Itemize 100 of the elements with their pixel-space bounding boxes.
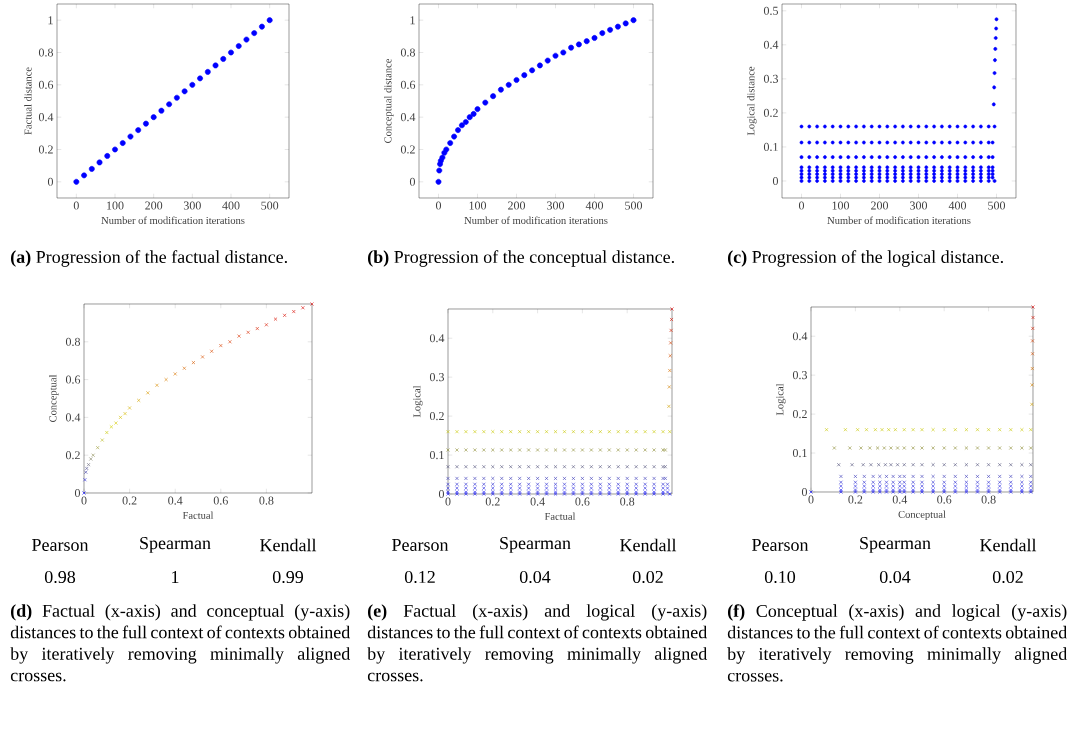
point	[513, 77, 520, 83]
point	[830, 140, 835, 145]
point	[979, 179, 983, 183]
point	[455, 448, 459, 452]
point	[473, 486, 477, 491]
point	[901, 165, 905, 170]
point	[992, 124, 997, 129]
y-tick-label: 0.5	[763, 6, 779, 15]
point	[940, 155, 944, 160]
point	[228, 49, 234, 56]
point	[815, 172, 819, 177]
point	[916, 155, 921, 160]
point	[490, 482, 495, 487]
point	[885, 168, 890, 173]
point	[616, 429, 621, 434]
point	[964, 484, 969, 489]
y-tick-label: 0	[772, 176, 779, 186]
x-tick-label: 0	[445, 497, 451, 506]
point	[830, 172, 835, 177]
point	[947, 179, 952, 183]
point	[862, 172, 866, 177]
point	[630, 17, 637, 24]
point	[544, 429, 549, 434]
point	[173, 94, 180, 101]
point	[932, 124, 936, 129]
point	[517, 464, 522, 469]
point	[529, 67, 536, 74]
x-tick-label: 500	[261, 201, 279, 210]
point	[145, 390, 150, 395]
x-tick-label: 0	[81, 496, 87, 505]
y-tick-label: 0.4	[763, 40, 779, 49]
y-tick-label: 0.2	[792, 410, 807, 419]
point	[815, 165, 819, 170]
point	[505, 81, 512, 88]
point	[218, 343, 223, 348]
point	[877, 474, 882, 479]
point	[455, 127, 461, 133]
point	[526, 476, 531, 481]
point	[212, 62, 219, 69]
point	[862, 168, 866, 173]
point	[499, 476, 504, 481]
point	[661, 476, 665, 481]
point	[652, 448, 656, 452]
point	[499, 448, 504, 452]
point	[877, 165, 882, 170]
point	[598, 476, 603, 481]
point	[264, 322, 269, 327]
point	[830, 179, 835, 183]
point	[975, 446, 980, 450]
point	[838, 140, 843, 145]
point	[942, 480, 947, 485]
point	[446, 482, 450, 487]
point	[669, 328, 673, 333]
text: 0.04	[879, 570, 911, 584]
point	[127, 133, 134, 140]
point	[1028, 480, 1033, 485]
point	[877, 124, 882, 129]
point	[832, 446, 837, 450]
point	[182, 366, 187, 371]
point	[911, 446, 915, 450]
point	[301, 305, 305, 310]
point	[823, 124, 827, 129]
point	[634, 448, 639, 452]
y-tick-label: 0.1	[763, 142, 778, 152]
point	[589, 486, 594, 491]
point	[481, 464, 486, 469]
point	[143, 120, 149, 127]
point	[997, 480, 1002, 485]
point	[562, 429, 567, 434]
point	[947, 175, 952, 180]
point	[535, 486, 540, 491]
point	[850, 462, 854, 467]
y-tick-label: 0	[47, 177, 54, 186]
x-tick-label: 0.2	[122, 496, 137, 505]
point	[854, 175, 858, 180]
point	[209, 349, 214, 354]
point	[955, 140, 960, 145]
point	[924, 179, 929, 183]
point	[931, 462, 935, 467]
point	[665, 486, 670, 491]
point	[535, 464, 540, 469]
point	[979, 165, 983, 170]
point	[598, 464, 603, 469]
point	[181, 88, 188, 95]
point	[560, 49, 567, 56]
point	[955, 179, 960, 183]
point	[871, 474, 876, 479]
point	[235, 43, 242, 49]
point	[466, 114, 473, 121]
point	[901, 168, 905, 173]
point	[490, 486, 495, 491]
point	[869, 168, 874, 173]
point	[975, 484, 980, 489]
point	[877, 484, 882, 489]
point	[663, 464, 668, 469]
point	[908, 179, 913, 183]
point	[562, 448, 567, 452]
point	[1020, 446, 1024, 450]
point	[498, 86, 504, 93]
point	[799, 172, 804, 177]
